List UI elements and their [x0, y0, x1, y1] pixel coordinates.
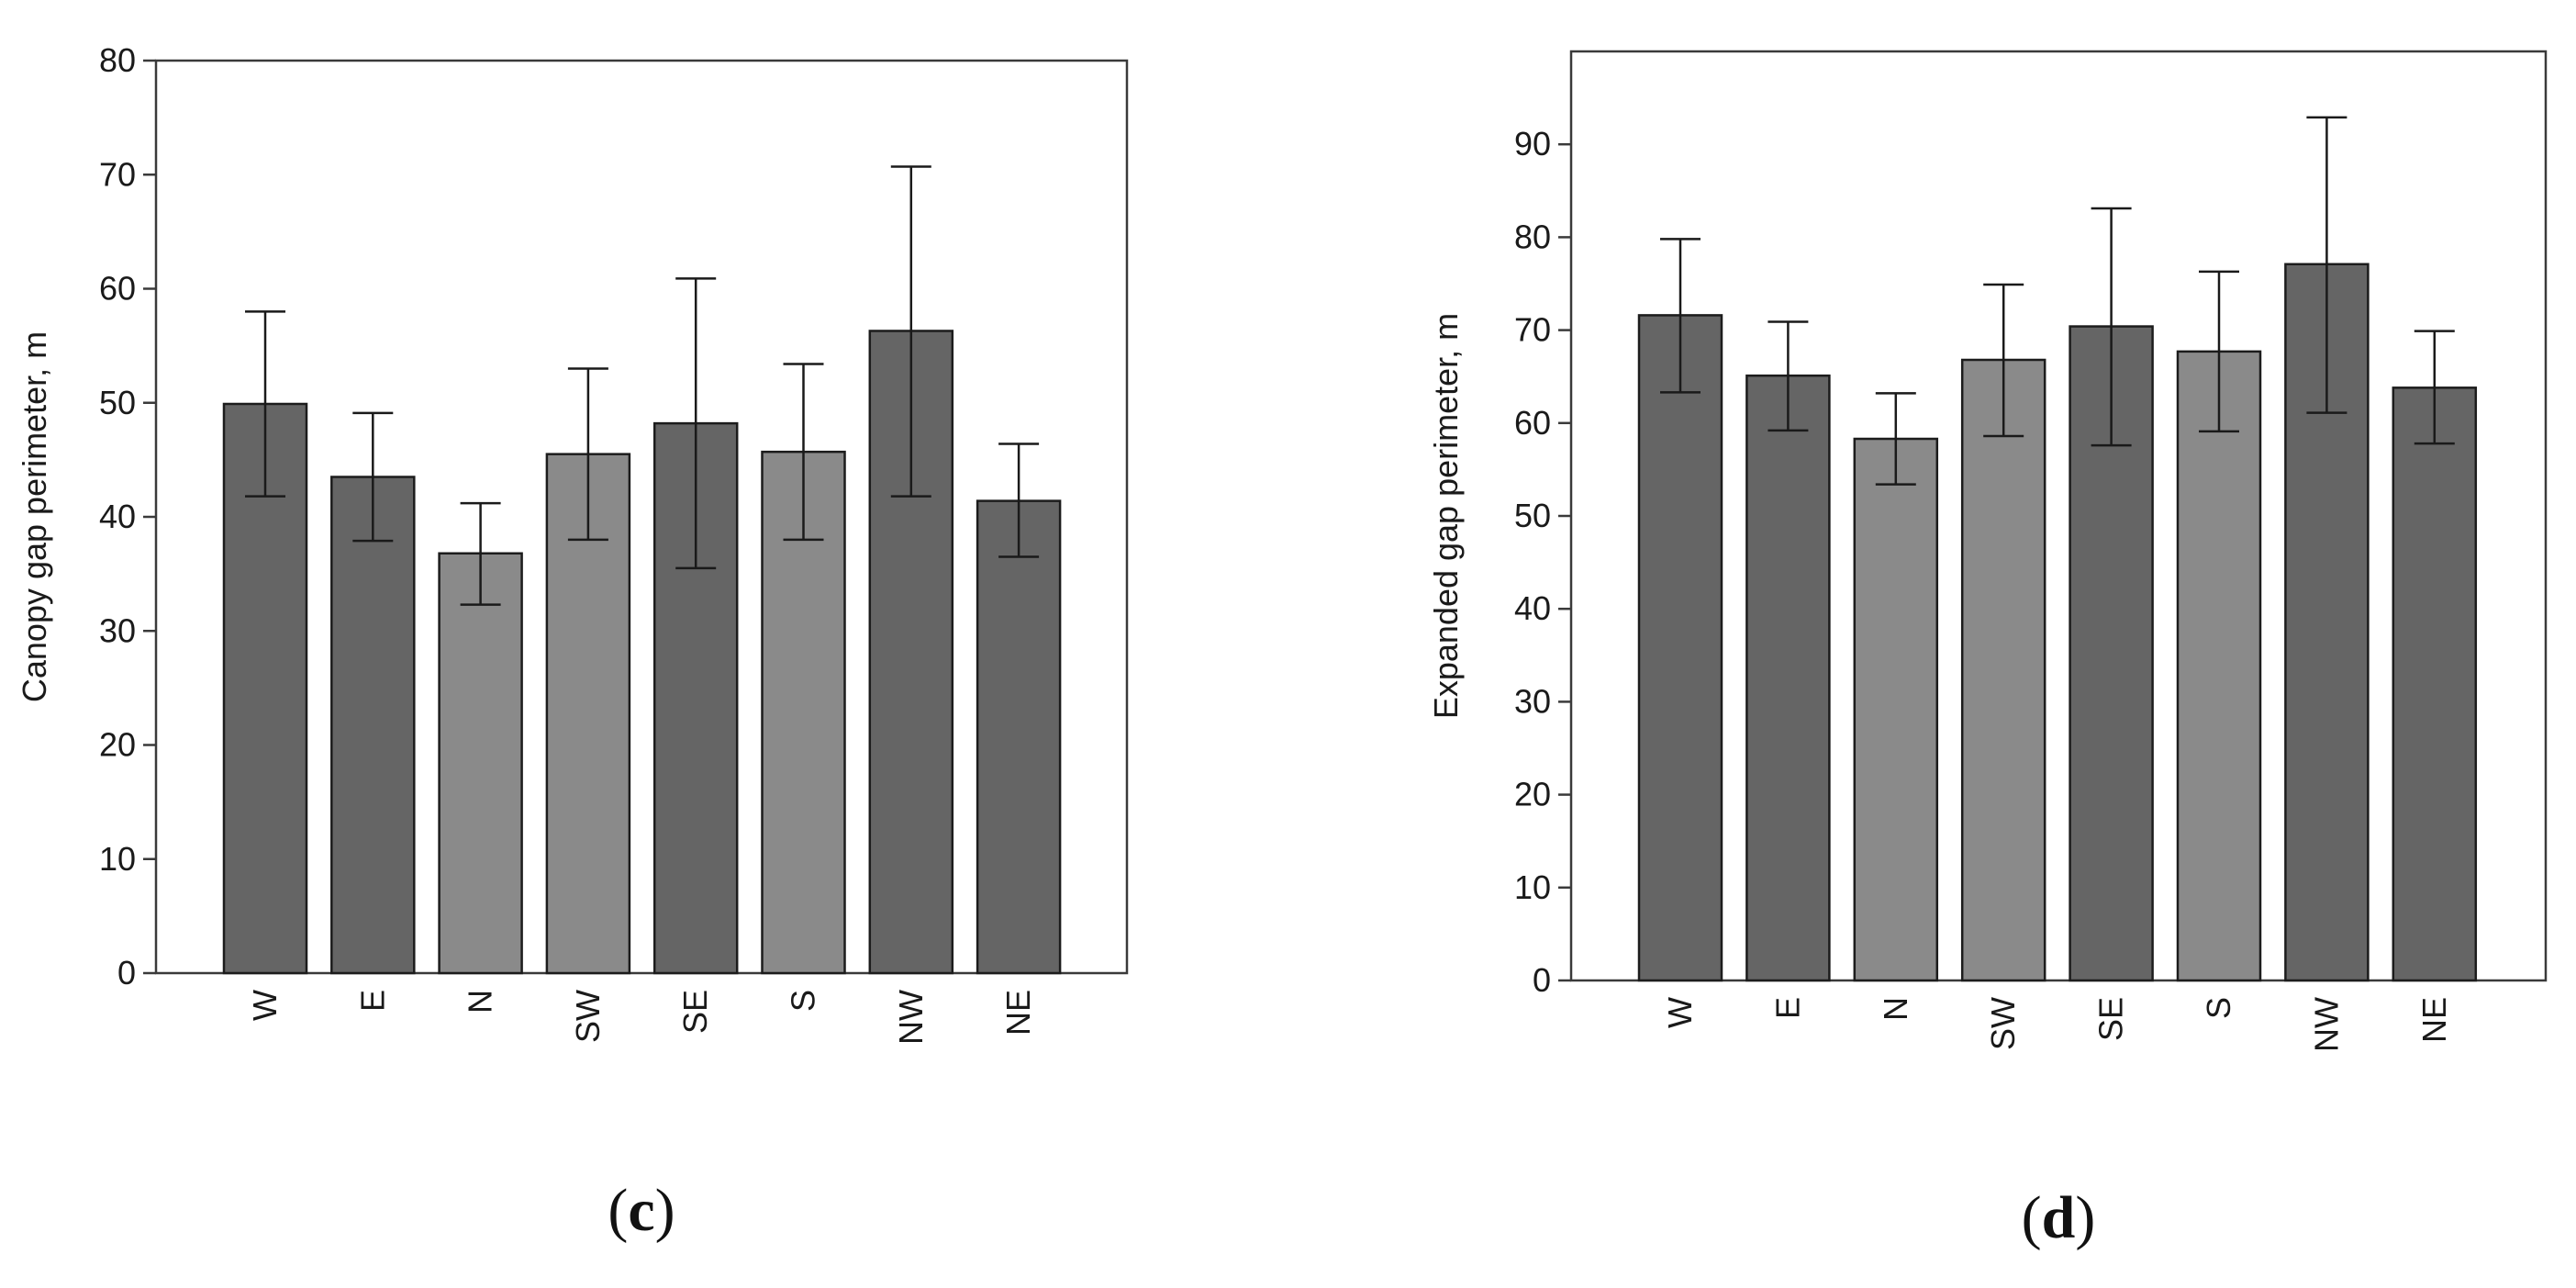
panel-c-x-tick-label-e: E	[353, 990, 391, 1012]
panel-d-y-tick-label: 10	[1514, 868, 1551, 906]
panel-d-bar-w	[1637, 314, 1723, 982]
panel-d-error-bar-e	[1768, 320, 1809, 432]
panel-d-y-tick-label: 70	[1514, 311, 1551, 349]
panel-c-x-tick-label-ne: NE	[999, 990, 1037, 1036]
panel-c-x-tick-label-sw: SW	[569, 990, 607, 1043]
panel-c-bar-ne	[976, 499, 1062, 975]
panel-c-error-bar-se	[675, 277, 717, 570]
panel-c-bar-e	[330, 476, 416, 975]
panel-c-x-tick-label-se: SE	[676, 990, 714, 1034]
panel-c-y-tick-label: 20	[99, 726, 136, 764]
panel-c-x-tick-label-s: S	[785, 990, 822, 1012]
panel-d-label: (d)	[2022, 1184, 2096, 1251]
panel-d-chart: 0 10 20 30 40 50 60 70 80 90 Expanded gap perimete…	[1427, 50, 2548, 1251]
panel-d-y-tick-label: 0	[1533, 961, 1551, 999]
panel-c-error-bar-sw	[567, 367, 608, 542]
panel-d-bar-sw	[1960, 358, 2046, 982]
panel-c-x-tick-label-w: W	[246, 990, 284, 1021]
panel-c-x-tick-label-nw: NW	[892, 990, 930, 1045]
panel-c-bar-n	[438, 552, 523, 975]
panel-c-y-tick-label: 0	[117, 954, 136, 991]
panel-c-error-bar-n	[460, 501, 501, 606]
panel-c-y-axis-title: Canopy gap perimeter, m	[16, 331, 53, 702]
panel-d-x-tick-label-e: E	[1768, 997, 1806, 1019]
panel-c-error-bar-w	[245, 310, 285, 498]
panel-c-chart: 0 10 20 30 40 50 60 70 80 Canopy gap perimeter, m…	[16, 41, 1129, 1244]
panel-c-error-bar-e	[352, 411, 394, 543]
panel-c-y-tick-label: 10	[99, 840, 136, 878]
panel-d-y-tick-label: 30	[1514, 682, 1551, 720]
panel-d-x-tick-label-nw: NW	[2307, 997, 2345, 1052]
panel-d-y-tick-label: 90	[1514, 125, 1551, 162]
panel-d-y-tick-label: 80	[1514, 218, 1551, 255]
panel-d-y-tick-label: 60	[1514, 404, 1551, 442]
panel-d-y-tick-label: 50	[1514, 497, 1551, 534]
panel-d-error-bar-sw	[1983, 283, 2024, 438]
panel-d-x-tick-label-ne: NE	[2415, 997, 2453, 1043]
panel-d-bar-n	[1853, 437, 1939, 982]
panel-d-error-bar-se	[2091, 207, 2132, 447]
panel-d-x-tick-label-n: N	[1877, 997, 1914, 1021]
panel-d-bar-e	[1745, 374, 1831, 982]
panel-c-y-tick-label: 70	[99, 155, 136, 193]
panel-c-x-tick-label-n: N	[462, 990, 499, 1014]
panel-d-error-bar-nw	[2306, 116, 2347, 414]
panel-c-y-tick-label: 60	[99, 270, 136, 308]
panel-c-error-bar-s	[783, 363, 824, 542]
panel-c-error-bar-ne	[998, 442, 1040, 558]
panel-d-x-tick-label-w: W	[1661, 997, 1699, 1028]
panel-d-y-tick-label: 40	[1514, 589, 1551, 627]
panel-c-y-tick-label: 40	[99, 498, 136, 535]
panel-d-bar-ne	[2392, 386, 2478, 982]
panel-d-error-bar-ne	[2414, 330, 2455, 445]
panel-c-y-tick-label: 50	[99, 384, 136, 421]
panel-d-bar-s	[2176, 350, 2262, 982]
panel-d-y-tick-label: 20	[1514, 776, 1551, 813]
panel-c-bar-w	[222, 402, 308, 975]
panel-d-error-bar-n	[1875, 392, 1916, 486]
panel-c-error-bar-nw	[890, 165, 931, 498]
panel-d-x-tick-label-se: SE	[2092, 997, 2130, 1041]
panel-c-y-tick-label: 80	[99, 41, 136, 79]
panel-c-label: (c)	[608, 1177, 675, 1244]
panel-d-error-bar-w	[1660, 238, 1701, 394]
panel-d-y-axis-title: Expanded gap perimeter, m	[1427, 313, 1465, 719]
panel-d-x-tick-label-s: S	[2200, 997, 2237, 1019]
panel-d-error-bar-s	[2199, 270, 2239, 433]
panel-c-y-tick-label: 30	[99, 611, 136, 649]
panel-d-x-tick-label-sw: SW	[1984, 997, 2022, 1050]
